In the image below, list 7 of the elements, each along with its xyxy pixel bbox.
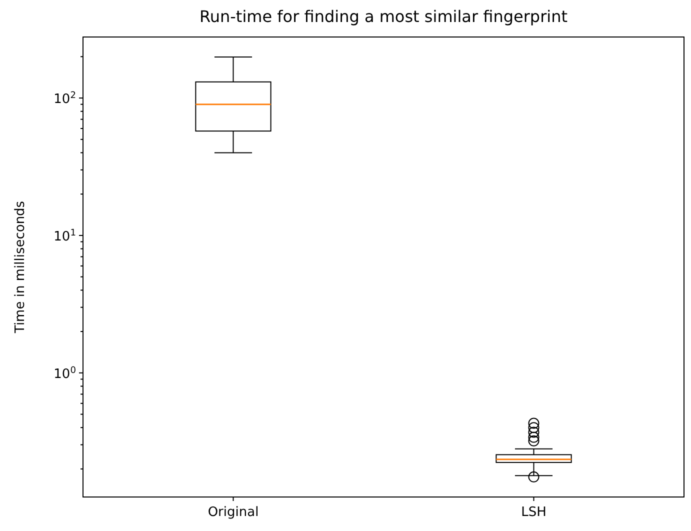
- y-tick-label: 10$^{0}$: [54, 366, 76, 382]
- x-tick-label: LSH: [521, 505, 546, 520]
- y-axis-title: Time in milliseconds: [13, 200, 28, 334]
- chart-title: Run-time for finding a most similar fingerprint: [199, 7, 568, 26]
- y-tick-label: 10$^{2}$: [54, 91, 76, 108]
- x-tick-label: Original: [208, 505, 259, 520]
- y-tick-label: 10$^{1}$: [54, 228, 76, 244]
